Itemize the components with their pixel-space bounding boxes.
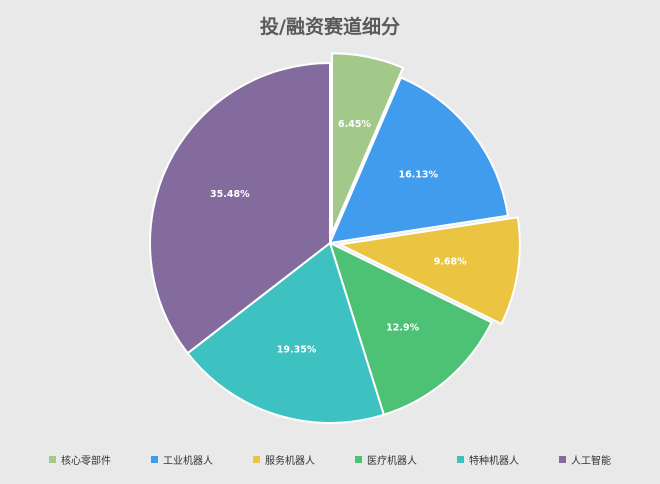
slice-data-label: 9.68% (434, 256, 467, 267)
legend-label: 核心零部件 (61, 456, 111, 467)
legend-item: 医疗机器人 (355, 452, 417, 467)
pie-chart: 6.45% 16.13% 9.68% 12.9% 19.35% 35.48% (149, 52, 521, 424)
slice-data-label: 6.45% (338, 119, 371, 130)
slice-data-label: 12.9% (386, 323, 419, 334)
chart-legend: 核心零部件 工业机器人 服务机器人 医疗机器人 特种机器人 人工智能 (0, 452, 660, 467)
pie-slice-4 (186, 241, 386, 424)
pie-slice-2 (336, 216, 521, 326)
legend-swatch (355, 456, 362, 463)
chart-title: 投/融资赛道细分 (260, 16, 400, 38)
legend-item: 人工智能 (559, 452, 611, 467)
legend-swatch (49, 456, 56, 463)
legend-item: 核心零部件 (49, 452, 111, 467)
legend-label: 工业机器人 (163, 456, 213, 467)
legend-swatch (457, 456, 464, 463)
legend-item: 服务机器人 (253, 452, 315, 467)
legend-label: 服务机器人 (265, 456, 315, 467)
slice-data-label: 35.48% (210, 189, 250, 200)
pie-slice-1 (328, 76, 510, 245)
legend-swatch (253, 456, 260, 463)
legend-label: 医疗机器人 (367, 456, 417, 467)
legend-swatch (151, 456, 158, 463)
slice-data-label: 16.13% (398, 170, 438, 181)
legend-label: 人工智能 (571, 456, 611, 467)
legend-swatch (559, 456, 566, 463)
pie-slice-5 (149, 61, 331, 355)
legend-item: 特种机器人 (457, 452, 519, 467)
legend-label: 特种机器人 (469, 456, 519, 467)
pie-slice-0 (331, 52, 405, 234)
slice-data-label: 19.35% (277, 344, 317, 355)
legend-item: 工业机器人 (151, 452, 213, 467)
